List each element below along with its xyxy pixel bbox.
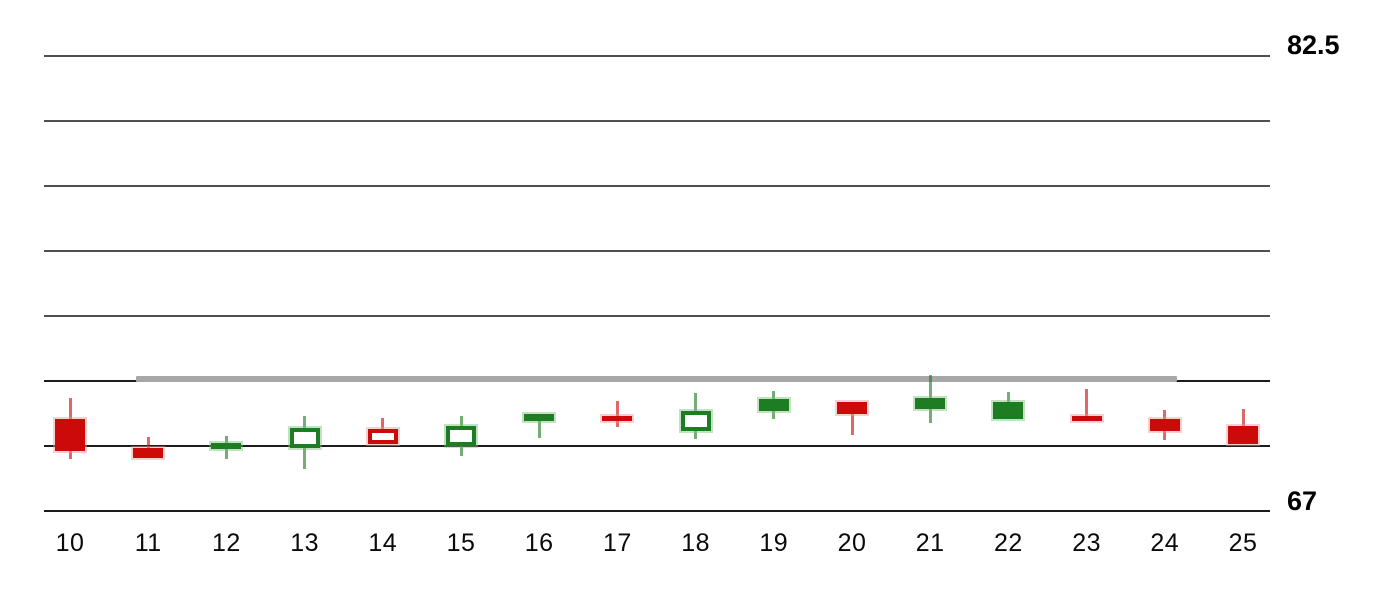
gridline bbox=[44, 315, 1270, 317]
candle-body bbox=[524, 414, 555, 421]
gridline bbox=[44, 510, 1270, 512]
gridline bbox=[44, 55, 1270, 57]
candle-wick bbox=[1085, 389, 1089, 421]
candle-body bbox=[289, 427, 320, 449]
x-tick-label-24: 24 bbox=[1150, 529, 1180, 557]
x-tick-label-19: 19 bbox=[759, 529, 789, 557]
x-tick-label-23: 23 bbox=[1072, 529, 1101, 557]
x-tick-label-17: 17 bbox=[602, 529, 632, 557]
x-tick-label-20: 20 bbox=[837, 529, 867, 557]
gridline bbox=[44, 250, 1270, 252]
x-tick-label-21: 21 bbox=[915, 529, 945, 557]
x-tick-label-18: 18 bbox=[681, 529, 710, 557]
x-tick-label-25: 25 bbox=[1228, 529, 1258, 557]
candle-body bbox=[680, 410, 711, 432]
candle-body bbox=[211, 442, 242, 450]
x-tick-label-15: 15 bbox=[446, 529, 476, 557]
x-tick-label-11: 11 bbox=[134, 529, 162, 557]
gridline bbox=[44, 120, 1270, 122]
x-tick-label-10: 10 bbox=[55, 529, 85, 557]
y-axis-min-label: 67 bbox=[1287, 486, 1318, 516]
candle-body bbox=[602, 415, 633, 422]
candle-body bbox=[55, 419, 85, 452]
candle-body bbox=[133, 447, 164, 459]
candle-body bbox=[993, 401, 1024, 420]
candle-body bbox=[367, 428, 398, 445]
candle-body bbox=[1228, 425, 1258, 445]
candle-body bbox=[915, 397, 946, 410]
candle-body bbox=[446, 425, 476, 447]
y-axis-max-label: 82.5 bbox=[1287, 30, 1340, 60]
candle-body bbox=[758, 398, 789, 411]
candle-wick bbox=[537, 414, 541, 438]
x-tick-label-16: 16 bbox=[524, 529, 554, 557]
x-tick-label-14: 14 bbox=[368, 529, 398, 557]
overlay-highlight-line bbox=[136, 375, 1177, 382]
candle-body bbox=[1149, 419, 1180, 432]
candle-body bbox=[1071, 415, 1102, 421]
x-tick-label-22: 22 bbox=[993, 529, 1023, 557]
gridline bbox=[44, 185, 1270, 187]
candle-wick bbox=[850, 401, 854, 435]
candle-wick bbox=[615, 400, 619, 428]
x-tick-label-13: 13 bbox=[290, 529, 319, 557]
candle-body bbox=[837, 401, 867, 414]
gridline bbox=[44, 445, 1270, 447]
x-tick-label-12: 12 bbox=[211, 529, 241, 557]
